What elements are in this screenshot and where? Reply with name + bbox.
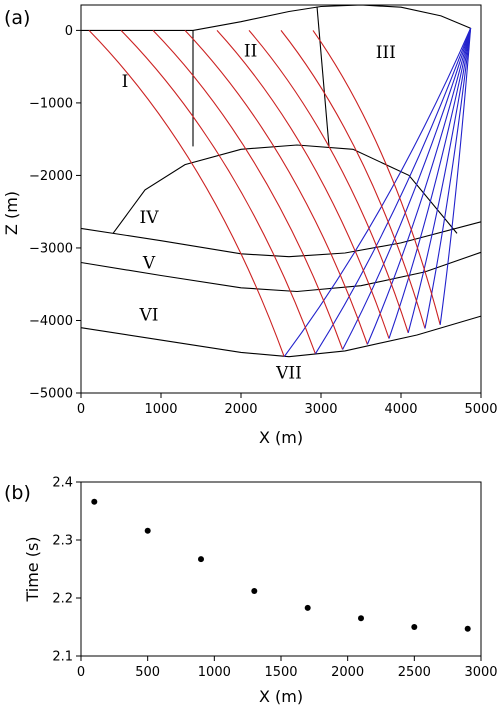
x-tick-label: 3000 xyxy=(304,402,337,417)
downgoing-ray xyxy=(152,30,344,350)
ray-paths xyxy=(88,27,472,358)
traveltime-point xyxy=(198,556,204,563)
upgoing-ray xyxy=(424,28,472,329)
layer-label: VI xyxy=(139,306,159,326)
upgoing-ray xyxy=(366,28,472,345)
downgoing-ray xyxy=(216,30,390,339)
boundary-layer-vii-top xyxy=(80,315,482,358)
downgoing-ray xyxy=(88,30,285,357)
boundary-fault-2 xyxy=(316,6,330,147)
traveltime-x-axis-label: X (m) xyxy=(259,687,303,706)
traveltime-point xyxy=(411,624,418,630)
upgoing-ray xyxy=(314,28,472,355)
x-tick-label: 5000 xyxy=(464,402,497,417)
traveltime-point xyxy=(464,625,471,632)
x-tick-label: 2000 xyxy=(331,665,364,680)
y-tick-label: 2.3 xyxy=(52,534,73,549)
upgoing-ray xyxy=(439,28,472,325)
panel-b-label: (b) xyxy=(4,482,31,504)
traveltime-panel: 0 500 1000 1500 2000 2500 3000 2.1 2.2 2.3 2.4 xyxy=(52,476,497,681)
downgoing-ray xyxy=(184,30,368,345)
y-tick-label: −3000 xyxy=(29,241,73,256)
x-tick-label: 1500 xyxy=(264,665,297,680)
traveltime-axes: 0 500 1000 1500 2000 2500 3000 2.1 2.2 2.3 2.4 xyxy=(52,476,497,681)
layer-label: II xyxy=(244,42,257,62)
x-tick-label: 2000 xyxy=(224,402,257,417)
downgoing-ray xyxy=(248,30,409,333)
model-plot-frame xyxy=(80,4,482,394)
x-tick-label: 1000 xyxy=(144,402,177,417)
boundary-surface xyxy=(81,4,471,31)
layer-boundaries xyxy=(80,4,482,358)
traveltime-y-axis-label: Time (s) xyxy=(23,536,42,602)
y-tick-label: 2.4 xyxy=(52,476,73,491)
x-tick-label: 1000 xyxy=(198,665,231,680)
x-tick-label: 0 xyxy=(77,402,85,417)
model-y-axis-label: Z (m) xyxy=(2,191,21,235)
traveltime-point xyxy=(251,588,258,594)
downgoing-ray xyxy=(280,30,426,329)
model-x-axis-label: X (m) xyxy=(259,428,303,447)
upgoing-ray xyxy=(388,28,472,339)
traveltime-point xyxy=(358,615,364,622)
traveltime-points xyxy=(91,498,471,632)
downgoing-ray xyxy=(120,30,316,354)
layer-label: III xyxy=(376,43,396,63)
y-tick-label: 2.1 xyxy=(52,650,73,665)
traveltime-point xyxy=(304,604,311,611)
layer-label: IV xyxy=(140,208,160,228)
upgoing-ray xyxy=(407,28,472,333)
x-tick-label: 500 xyxy=(135,665,160,680)
x-tick-label: 3000 xyxy=(464,665,497,680)
upgoing-ray xyxy=(342,28,472,350)
panel-a-label: (a) xyxy=(4,7,30,29)
y-tick-label: −1000 xyxy=(29,96,73,111)
x-tick-label: 4000 xyxy=(384,402,417,417)
traveltime-point xyxy=(144,527,151,534)
traveltime-plot-frame xyxy=(80,481,482,657)
layer-label: V xyxy=(142,254,156,274)
y-tick-label: 2.2 xyxy=(52,592,73,607)
y-tick-label: −5000 xyxy=(29,387,73,402)
x-tick-label: 2500 xyxy=(398,665,431,680)
model-axes: 0 1000 2000 3000 4000 5000 0 −1000 −2000 −3000 −40… xyxy=(29,24,498,417)
downgoing-ray xyxy=(312,30,441,325)
y-tick-label: −2000 xyxy=(29,169,73,184)
y-tick-label: 0 xyxy=(65,24,73,39)
y-tick-label: −4000 xyxy=(29,314,73,329)
x-tick-label: 0 xyxy=(77,665,85,680)
boundary-layer-v-top xyxy=(80,221,482,258)
layer-label: I xyxy=(122,72,129,92)
traveltime-point xyxy=(91,498,98,505)
layer-label: VII xyxy=(275,364,302,384)
boundary-dome-top xyxy=(112,144,458,234)
